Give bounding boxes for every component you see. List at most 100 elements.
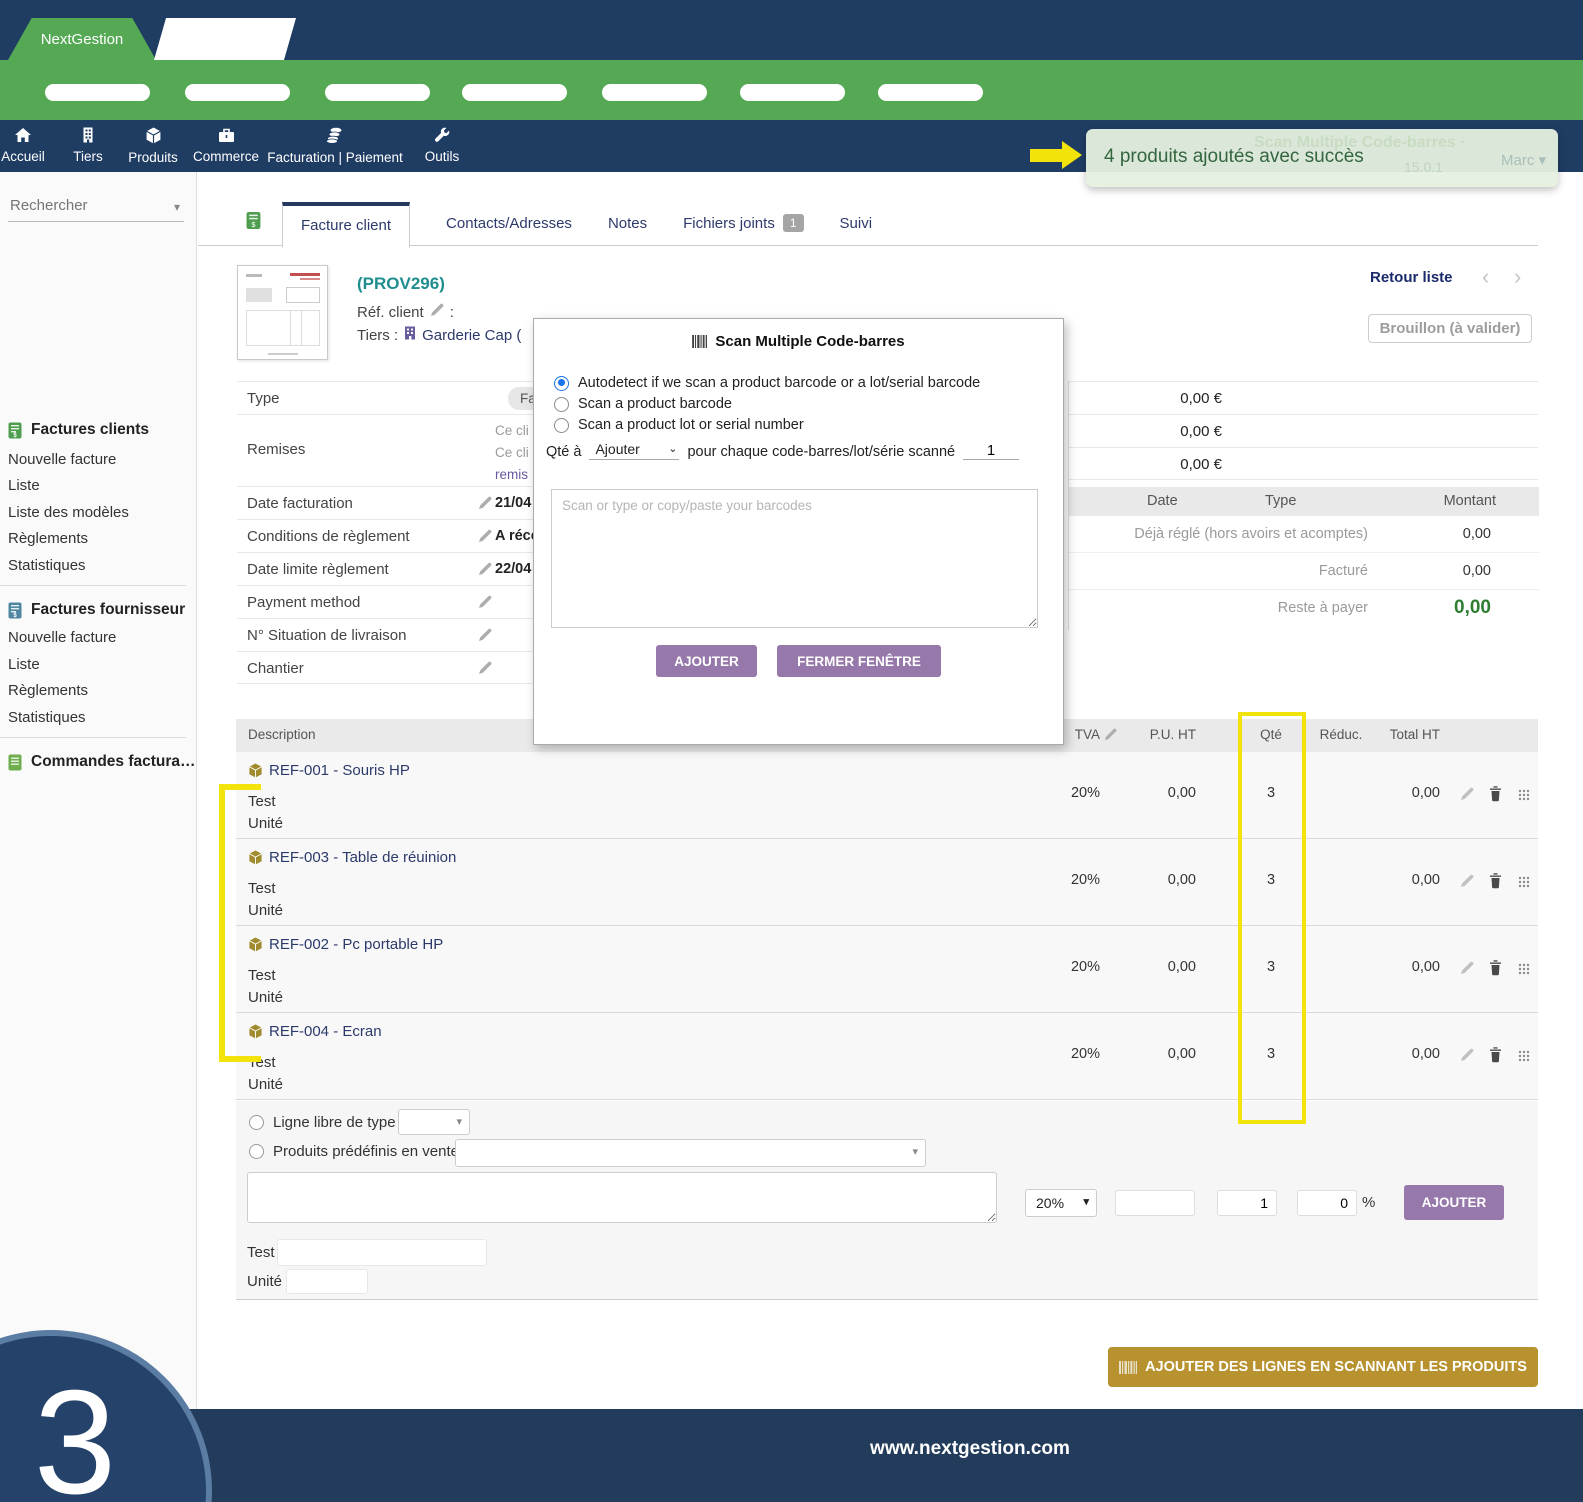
edit-pencil-icon[interactable]: [478, 562, 492, 581]
trash-icon[interactable]: [1488, 872, 1503, 894]
free-line-type-select[interactable]: ▾: [398, 1109, 470, 1135]
line-description-input[interactable]: [247, 1172, 997, 1223]
drag-grip-icon[interactable]: [1518, 875, 1530, 893]
brand-tab[interactable]: NextGestion: [8, 18, 156, 60]
remise-link[interactable]: remis: [495, 467, 528, 482]
vat-select[interactable]: 20% ▾: [1025, 1189, 1097, 1217]
package-icon: [249, 763, 262, 778]
sidebar-item-reglements[interactable]: Règlements: [8, 530, 89, 547]
ref-client-line: Réf. client :: [357, 303, 454, 321]
menu-pill[interactable]: [325, 84, 430, 101]
tab-contacts-adresses[interactable]: Contacts/Adresses: [446, 214, 572, 232]
radio-selected-icon[interactable]: [554, 375, 569, 391]
edit-pencil-icon[interactable]: [430, 303, 444, 321]
sidebar-item-liste-f[interactable]: Liste: [8, 656, 40, 673]
add-line-button[interactable]: AJOUTER: [1404, 1185, 1504, 1220]
edit-pencil-icon[interactable]: [478, 496, 492, 515]
trash-icon[interactable]: [1488, 959, 1503, 981]
radio-option-autodetect[interactable]: Autodetect if we scan a product barcode …: [554, 375, 980, 391]
product-ref-link[interactable]: REF-001 - Souris HP: [248, 762, 410, 779]
chevron-down-icon[interactable]: ▾: [173, 200, 180, 214]
menu-pill[interactable]: [740, 84, 845, 101]
sidebar-item-statistiques[interactable]: Statistiques: [8, 557, 86, 574]
secondary-tab[interactable]: [153, 18, 297, 60]
radio-icon[interactable]: [554, 417, 569, 433]
drag-grip-icon[interactable]: [1518, 788, 1530, 806]
tab-facture-client[interactable]: Facture client: [282, 201, 411, 248]
svg-text:$: $: [251, 220, 256, 229]
success-toast: Scan Multiple Code-barres · 15.0.1 Marc …: [1086, 129, 1558, 187]
tab-notes[interactable]: Notes: [607, 214, 648, 232]
modal-close-button[interactable]: FERMER FENÊTRE: [777, 645, 941, 677]
sidebar-section-factures-clients[interactable]: $ Factures clients: [8, 421, 149, 439]
edit-pencil-icon[interactable]: [478, 529, 492, 548]
svg-text:$: $: [13, 433, 17, 439]
menu-pill[interactable]: [185, 84, 290, 101]
test-input[interactable]: [277, 1239, 487, 1266]
product-ref-link[interactable]: REF-004 - Ecran: [248, 1023, 382, 1040]
scan-products-button[interactable]: AJOUTER DES LIGNES EN SCANNANT LES PRODU…: [1108, 1347, 1538, 1387]
edit-pencil-icon[interactable]: [1104, 728, 1117, 744]
invoice-thumbnail[interactable]: [237, 265, 328, 360]
rows-bracket-tick-top: [219, 784, 261, 790]
price-input[interactable]: [1115, 1190, 1195, 1216]
qty-per-scan-input[interactable]: [963, 443, 1020, 460]
prev-record-chevron[interactable]: ‹: [1482, 264, 1490, 289]
menu-pill[interactable]: [602, 84, 707, 101]
back-to-list-link[interactable]: Retour liste: [1370, 269, 1453, 286]
menu-pill[interactable]: [45, 84, 150, 101]
edit-pencil-icon[interactable]: [478, 595, 492, 614]
radio-option-product-barcode[interactable]: Scan a product barcode: [554, 396, 732, 412]
briefcase-icon: [218, 127, 235, 146]
unit-input[interactable]: [286, 1269, 368, 1294]
discount-input[interactable]: [1297, 1190, 1357, 1216]
sidebar-item-statistiques-f[interactable]: Statistiques: [8, 709, 86, 726]
predefined-product-radio[interactable]: [249, 1144, 264, 1159]
sidebar-item-reglements-f[interactable]: Règlements: [8, 682, 89, 699]
edit-pencil-icon[interactable]: [1460, 874, 1474, 893]
annotation-arrow: [1030, 149, 1062, 162]
edit-pencil-icon[interactable]: [1460, 961, 1474, 980]
predefined-product-select[interactable]: ▾: [455, 1139, 926, 1167]
sidebar-section-factures-fournisseur[interactable]: $ Factures fournisseur: [8, 601, 185, 619]
tiers-link[interactable]: Garderie Cap (: [422, 326, 522, 344]
qty-input[interactable]: [1217, 1190, 1277, 1216]
sidebar-item-liste-modeles[interactable]: Liste des modèles: [8, 504, 129, 521]
product-ref-link[interactable]: REF-002 - Pc portable HP: [248, 936, 443, 953]
sidebar-section-commandes[interactable]: Commandes factura…: [8, 753, 196, 771]
drag-grip-icon[interactable]: [1518, 1049, 1530, 1067]
nav-item-produits[interactable]: Produits: [115, 127, 191, 165]
predefined-product-label: Produits prédéfinis en vente: [273, 1143, 459, 1160]
menu-pill[interactable]: [878, 84, 983, 101]
nav-item-outils[interactable]: Outils: [408, 127, 476, 164]
radio-icon[interactable]: [554, 396, 569, 412]
edit-pencil-icon[interactable]: [1460, 1048, 1474, 1067]
menu-pill[interactable]: [462, 84, 567, 101]
edit-pencil-icon[interactable]: [1460, 787, 1474, 806]
sidebar-item-nouvelle-facture[interactable]: Nouvelle facture: [8, 451, 117, 468]
free-line-radio[interactable]: [249, 1115, 264, 1130]
nav-item-accueil[interactable]: Accueil: [0, 127, 46, 164]
barcode-textarea[interactable]: [551, 489, 1038, 628]
product-lines-table: Description TVA P.U. HT Qté Réduc. Total…: [236, 719, 1538, 1100]
nav-item-facturation[interactable]: Facturation | Paiement: [260, 127, 410, 165]
drag-grip-icon[interactable]: [1518, 962, 1530, 980]
edit-pencil-icon[interactable]: [478, 661, 492, 680]
next-record-chevron[interactable]: ›: [1514, 264, 1522, 289]
search-input[interactable]: [8, 192, 158, 219]
modal-add-button[interactable]: AJOUTER: [656, 645, 757, 677]
trash-icon[interactable]: [1488, 785, 1503, 807]
radio-option-lot-serial[interactable]: Scan a product lot or serial number: [554, 417, 804, 433]
tab-fichiers-joints[interactable]: Fichiers joints 1: [683, 214, 804, 232]
product-ref-link[interactable]: REF-003 - Table de réuinion: [248, 849, 456, 866]
total-row: 0,00 €: [1069, 381, 1538, 414]
sidebar-item-liste[interactable]: Liste: [8, 477, 40, 494]
nav-item-commerce[interactable]: Commerce: [182, 127, 270, 164]
tab-suivi[interactable]: Suivi: [839, 214, 873, 232]
trash-icon[interactable]: [1488, 1046, 1503, 1068]
cube-icon: [145, 127, 162, 147]
edit-pencil-icon[interactable]: [478, 628, 492, 647]
nav-item-tiers[interactable]: Tiers: [58, 127, 118, 164]
sidebar-item-nouvelle-facture-f[interactable]: Nouvelle facture: [8, 629, 117, 646]
qty-mode-select[interactable]: Ajouter ⌄: [589, 441, 680, 460]
